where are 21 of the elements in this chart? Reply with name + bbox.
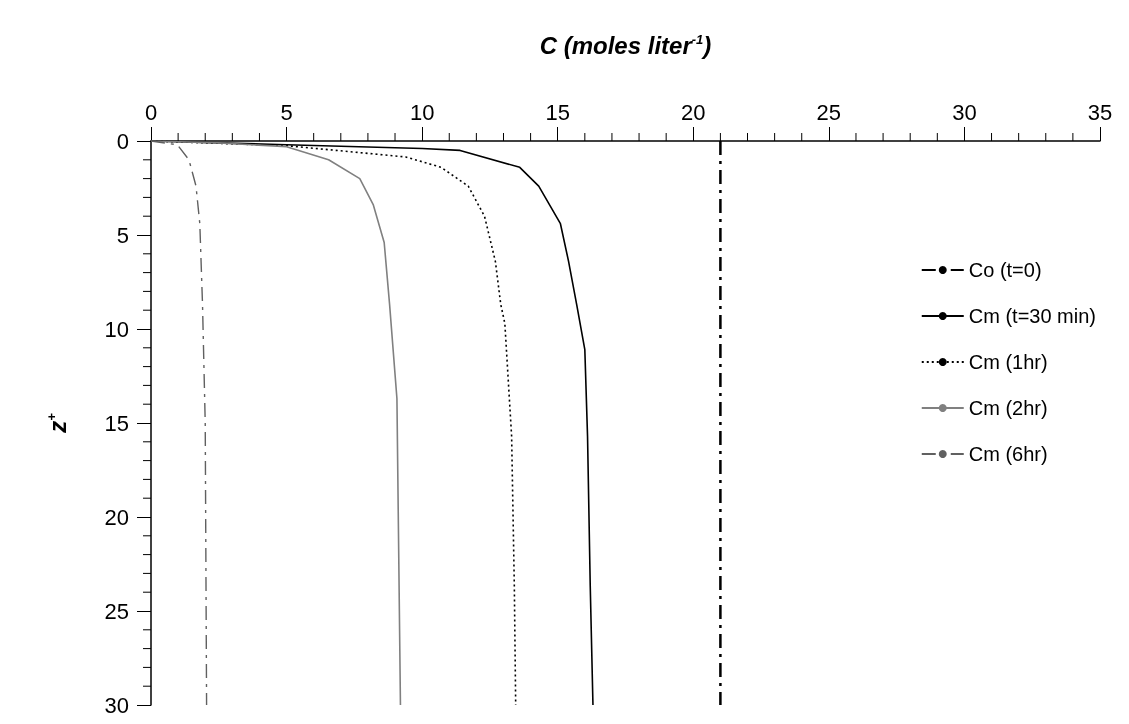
y-tick-label: 0	[116, 128, 129, 154]
y-tick-label: 20	[104, 504, 129, 530]
legend-label: Co (t=0)	[968, 259, 1042, 281]
y-tick-label: 25	[104, 598, 129, 624]
x-tick-label: 30	[952, 99, 977, 125]
y-tick-label: 10	[104, 316, 129, 342]
x-tick-label: 5	[280, 99, 293, 125]
y-tick-label: 30	[104, 692, 129, 718]
x-tick-label: 10	[409, 99, 435, 125]
legend-label: Cm (2hr)	[968, 397, 1048, 419]
y-tick-label: 15	[104, 410, 129, 436]
legend-label: Cm (6hr)	[968, 443, 1048, 465]
x-tick-label: 35	[1087, 99, 1113, 125]
x-tick-label: 25	[816, 99, 842, 125]
x-tick-label: 15	[545, 99, 570, 125]
y-tick-label: 5	[116, 222, 129, 248]
legend-label: Cm (1hr)	[968, 351, 1048, 373]
y-axis-title: z+	[43, 412, 71, 434]
legend-label: Cm (t=30 min)	[968, 305, 1096, 327]
x-tick-label: 0	[144, 99, 158, 125]
x-tick-label: 20	[681, 99, 706, 125]
